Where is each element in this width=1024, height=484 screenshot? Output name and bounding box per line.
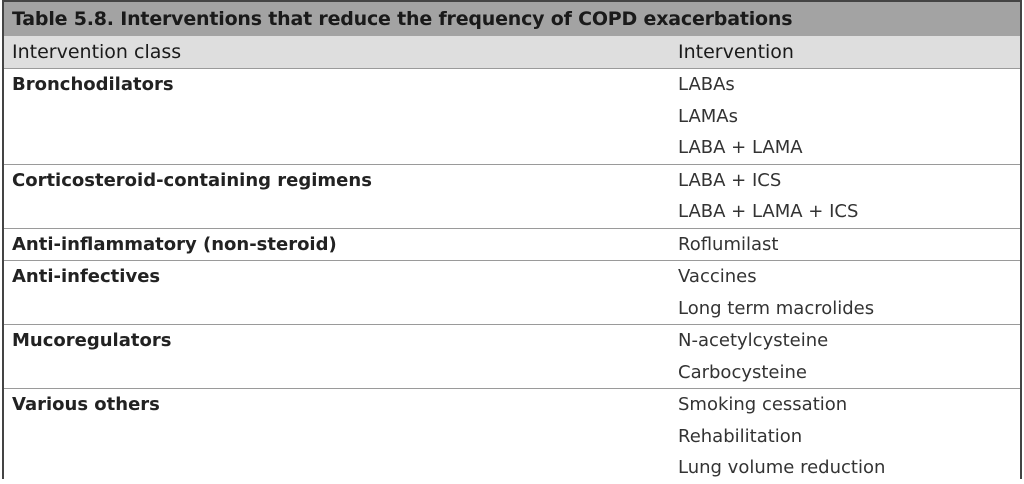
- intervention-cell: Roflumilast: [674, 229, 1020, 261]
- header-cell: Intervention: [678, 41, 794, 63]
- table-body: Bronchodilators LABAs LAMAs LABA + LAMA Cort…: [4, 68, 1020, 484]
- intervention-cell: Vaccines Long term macrolides: [674, 261, 1020, 324]
- intervention: LAMAs: [678, 105, 738, 127]
- intervention-cell: LABAs LAMAs LABA + LAMA: [674, 69, 1020, 164]
- class-cell: Anti-inflammatory (non-steroid): [12, 233, 337, 255]
- table-title: Table 5.8. Interventions that reduce the…: [4, 0, 1020, 36]
- table-row: Anti-infectives Vaccines Long term macroli…: [4, 260, 1020, 324]
- intervention: LABAs: [678, 74, 735, 95]
- class-cell: Anti-infectives: [12, 266, 161, 287]
- table-row: Mucoregulators N-acetylcysteine Carbocyste…: [4, 324, 1020, 388]
- intervention-cell: LABA + ICS LABA + LAMA + ICS: [674, 165, 1020, 228]
- intervention: Carbocysteine: [678, 361, 807, 383]
- intervention: Lung volume reduction: [678, 457, 886, 478]
- table-row: Corticosteroid-containing regimens LABA +…: [4, 163, 1020, 228]
- table-row: Bronchodilators LABAs LAMAs LABA + LAMA: [4, 68, 1020, 164]
- header-cell: Intervention class: [12, 41, 182, 63]
- intervention: N-acetylcysteine: [678, 330, 829, 351]
- intervention-cell: Smoking cessation Rehabilitation Lung volu…: [674, 389, 1020, 484]
- class-cell: Corticosteroid-containing regimens: [12, 169, 372, 191]
- intervention: Smoking cessation: [678, 394, 848, 415]
- intervention: LABA + LAMA + ICS: [678, 201, 859, 222]
- class-cell: Various others: [12, 394, 160, 415]
- class-cell: Mucoregulators: [12, 330, 172, 351]
- intervention: Rehabilitation: [678, 425, 803, 447]
- table-row: Various others Smoking cessation Rehabilit…: [4, 388, 1020, 484]
- header-row: Intervention class Intervention: [4, 36, 1020, 68]
- intervention: Long term macrolides: [678, 297, 875, 319]
- intervention: Roflumilast: [678, 233, 779, 255]
- class-cell: Bronchodilators: [12, 74, 174, 95]
- intervention: LABA + LAMA: [678, 137, 803, 158]
- intervention: Vaccines: [678, 266, 757, 287]
- table-row: Anti-inflammatory (non-steroid) Roflumila…: [4, 227, 1020, 261]
- intervention: LABA + ICS: [678, 169, 782, 191]
- intervention-cell: N-acetylcysteine Carbocysteine: [674, 325, 1020, 388]
